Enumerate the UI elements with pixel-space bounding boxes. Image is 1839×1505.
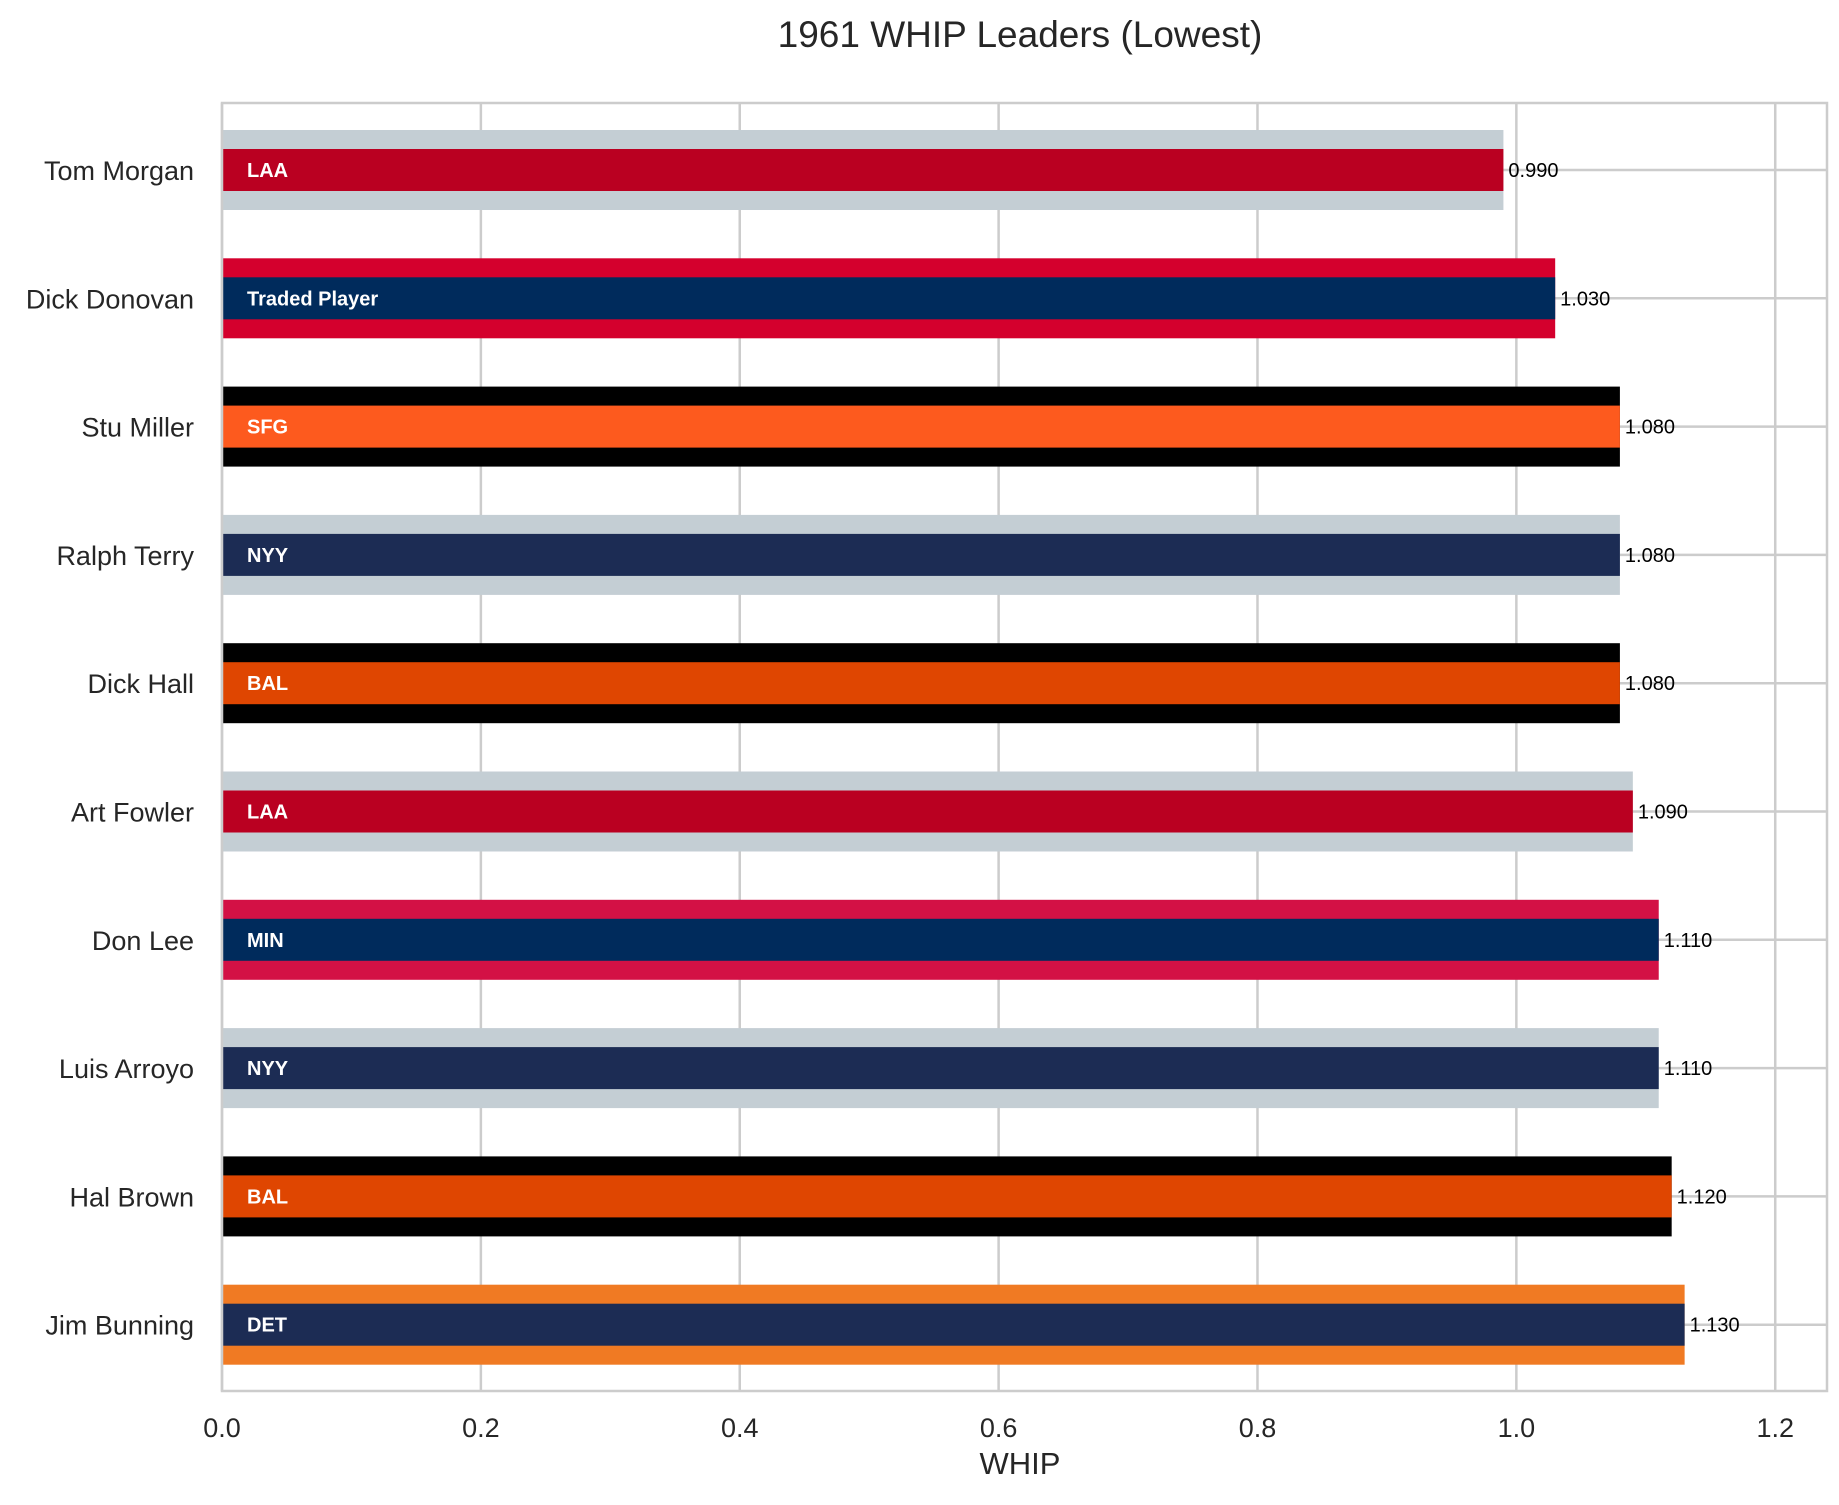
bar-value-label: 1.110	[1664, 1058, 1713, 1080]
bar-group: NYY 1.110	[222, 1028, 1713, 1109]
y-tick-label: Art Fowler	[71, 798, 194, 828]
bar-value-label: 1.110	[1664, 930, 1713, 952]
bar-group: LAA 0.990	[222, 130, 1558, 210]
plot-frame	[220, 101, 1829, 1393]
x-axis-label: WHIP	[980, 1446, 1061, 1481]
bar	[222, 1303, 1685, 1346]
bar	[222, 1047, 1659, 1090]
bar-team-label: LAA	[247, 802, 288, 824]
y-tick-label: Jim Bunning	[45, 1311, 194, 1341]
x-tick-label: 0.6	[980, 1413, 1018, 1443]
bar-team-label: NYY	[247, 545, 289, 567]
bar-group: LAA 1.090	[222, 771, 1688, 852]
bar-group: BAL 1.120	[222, 1156, 1727, 1237]
x-tick-label: 0.8	[1239, 1413, 1277, 1443]
x-tick-label: 0.2	[462, 1413, 500, 1443]
y-tick-label: Stu Miller	[81, 413, 194, 443]
bar-value-label: 1.120	[1677, 1186, 1727, 1208]
plot-border	[220, 101, 1829, 1393]
y-tick-label: Tom Morgan	[44, 156, 194, 186]
bar-team-label: BAL	[247, 1186, 288, 1208]
x-axis: 0.0 0.2 0.4 0.6 0.8 1.0 1.2	[203, 1413, 1794, 1443]
y-tick-label: Don Lee	[92, 926, 194, 956]
bar-group: DET 1.130	[222, 1284, 1740, 1365]
bar-value-label: 1.080	[1625, 545, 1675, 567]
y-tick-label: Hal Brown	[69, 1182, 194, 1212]
bar-group: BAL 1.080	[222, 643, 1675, 724]
bar-team-label: BAL	[247, 673, 288, 695]
bar-group: NYY 1.080	[222, 514, 1675, 595]
bar-team-label: SFG	[247, 417, 288, 439]
bar-value-label: 1.080	[1625, 417, 1675, 439]
bars: LAA 0.990 Traded Player 1.030 SFG 1.080 NYY 1.0…	[222, 130, 1740, 1365]
bar-group: MIN 1.110	[222, 899, 1713, 980]
y-tick-label: Ralph Terry	[56, 541, 194, 571]
y-axis: Tom Morgan Dick Donovan Stu Miller Ralph Te…	[26, 156, 195, 1341]
bar-team-label: Traded Player	[247, 288, 378, 310]
bar	[222, 149, 1504, 191]
x-tick-label: 1.2	[1756, 1413, 1794, 1443]
bar-team-label: LAA	[247, 160, 288, 182]
chart-title: 1961 WHIP Leaders (Lowest)	[778, 14, 1263, 55]
bar	[222, 1175, 1672, 1218]
bar-value-label: 0.990	[1508, 160, 1558, 182]
bar	[222, 405, 1620, 448]
bar-group: SFG 1.080	[222, 386, 1675, 467]
bar	[222, 277, 1556, 320]
bar-team-label: NYY	[247, 1058, 289, 1080]
bar-value-label: 1.090	[1638, 802, 1688, 824]
bar-team-label: DET	[247, 1315, 287, 1337]
bar	[222, 662, 1620, 705]
x-tick-label: 0.0	[203, 1413, 241, 1443]
x-tick-label: 0.4	[721, 1413, 759, 1443]
bar	[222, 790, 1633, 833]
bar	[222, 918, 1659, 961]
x-tick-label: 1.0	[1498, 1413, 1536, 1443]
bar-value-label: 1.030	[1560, 288, 1610, 310]
bar	[222, 533, 1620, 576]
y-tick-label: Dick Hall	[87, 669, 194, 699]
y-tick-label: Luis Arroyo	[59, 1054, 194, 1084]
bar-group: Traded Player 1.030	[222, 258, 1610, 339]
y-tick-label: Dick Donovan	[26, 284, 194, 314]
bar-value-label: 1.080	[1625, 673, 1675, 695]
bar-team-label: MIN	[247, 930, 284, 952]
bar-value-label: 1.130	[1690, 1315, 1740, 1337]
